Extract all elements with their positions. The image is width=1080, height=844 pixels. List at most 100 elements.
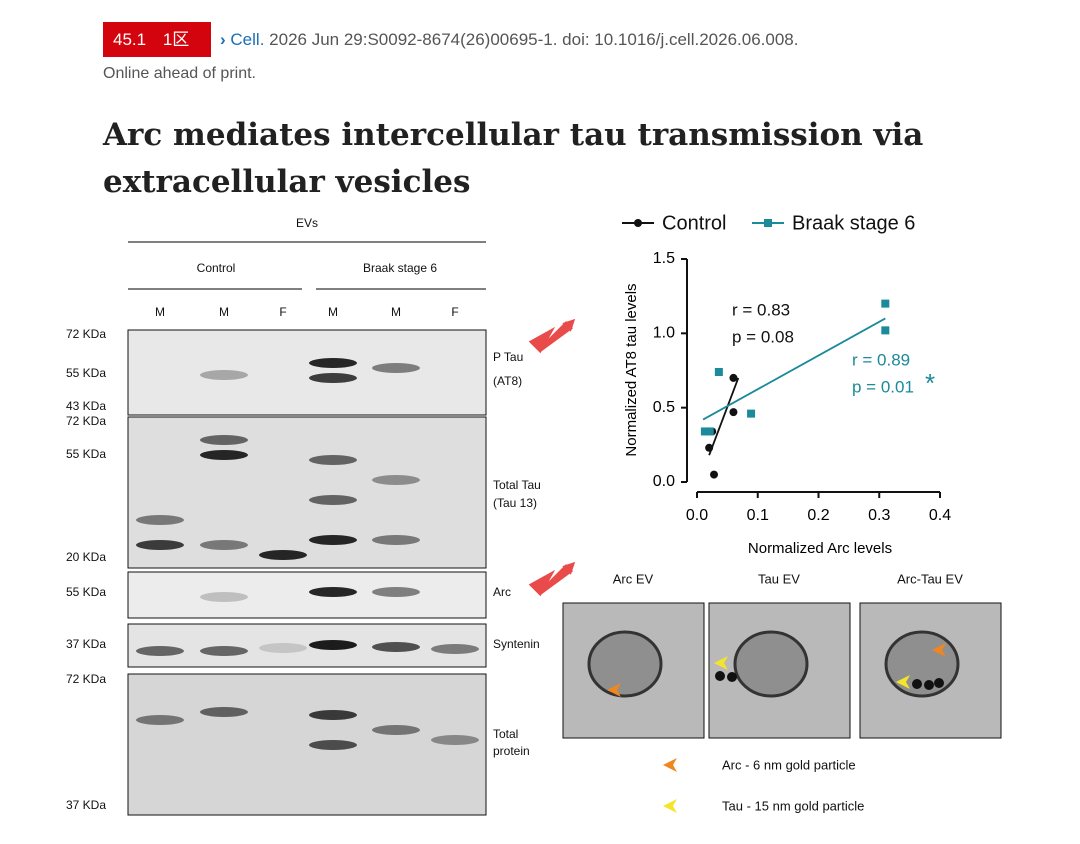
blot-panel [127, 329, 487, 416]
x-tick-label: 0.4 [929, 507, 951, 524]
blot-band [136, 646, 184, 656]
annotation: p = 0.08 [732, 327, 794, 346]
blot-band [309, 710, 357, 720]
blot-band [372, 475, 420, 485]
marker-label: 37 KDa [66, 637, 106, 651]
blot-panel [127, 623, 487, 668]
blot-band [309, 358, 357, 368]
x-tick-label: 0.1 [747, 507, 769, 524]
group-label: Control [197, 261, 236, 275]
gold-particle [934, 678, 944, 688]
row-label: (Tau 13) [493, 496, 537, 510]
legend-text: Tau - 15 nm gold particle [722, 798, 864, 813]
y-tick-label: 0.0 [653, 473, 675, 490]
blot-band [136, 515, 184, 525]
marker-label: 72 KDa [66, 327, 106, 341]
citation-line: › Cell. 2026 Jun 29:S0092-8674(26)00695-… [220, 30, 798, 50]
lane-label: M [155, 305, 165, 319]
blot-band [431, 644, 479, 654]
blot-band [309, 640, 357, 650]
lane-label: F [279, 305, 286, 319]
blot-band [200, 370, 248, 380]
citation: 2026 Jun 29:S0092-8674(26)00695-1. doi: … [269, 30, 799, 49]
article-title: Arc mediates intercellular tau transmiss… [103, 117, 924, 200]
tau-arrow [896, 675, 910, 689]
blot-band [200, 435, 248, 445]
vesicle [587, 630, 663, 698]
blot-band [309, 587, 357, 597]
blot-panel [127, 416, 487, 569]
marker-label: 43 KDa [66, 399, 106, 413]
blot-band [200, 450, 248, 460]
red-arrow [528, 318, 576, 354]
point [881, 326, 890, 335]
gold-particle [912, 679, 922, 689]
gold-particle [727, 672, 737, 682]
marker-label: 55 KDa [66, 366, 106, 380]
point [729, 408, 738, 417]
y-tick-label: 1.0 [653, 325, 675, 342]
blot-panel [127, 571, 487, 619]
status: Online ahead of print. [103, 65, 256, 82]
impact: 45.1 [113, 30, 147, 49]
marker-label: 72 KDa [66, 414, 106, 428]
annotation: * [925, 368, 935, 398]
row-label: Arc [493, 585, 511, 599]
y-tick-label: 0.5 [653, 399, 675, 416]
panel-title: Arc EV [613, 571, 654, 586]
badge: 45.1 1区 [103, 22, 211, 57]
point [700, 427, 709, 436]
annotation: p = 0.01 [852, 377, 914, 396]
blot-band [259, 550, 307, 560]
chevron: › [220, 30, 226, 49]
journal[interactable]: Cell. [230, 30, 265, 49]
arc-arrow [607, 683, 621, 697]
annotation: r = 0.89 [852, 350, 910, 369]
x-tick-label: 0.2 [807, 507, 829, 524]
point [881, 299, 890, 308]
blot-band [200, 540, 248, 550]
blot-band [372, 363, 420, 373]
legend-label: Control [662, 212, 726, 234]
y-tick-label: 1.5 [653, 250, 675, 267]
row-label: Total [493, 727, 518, 741]
marker-label: 37 KDa [66, 798, 106, 812]
lane-label: M [219, 305, 229, 319]
point [710, 470, 719, 479]
red-arrow [528, 561, 576, 597]
legend-arrow [663, 799, 677, 813]
lane-label: M [391, 305, 401, 319]
fit-line [702, 317, 886, 421]
blot-band [431, 735, 479, 745]
zone: 1区 [162, 30, 190, 49]
x-axis-label: Normalized Arc levels [748, 540, 892, 557]
blot-band [372, 535, 420, 545]
blot-band [200, 592, 248, 602]
legend-marker [764, 219, 772, 227]
gold-particle [715, 671, 725, 681]
x-tick-label: 0.0 [686, 507, 708, 524]
gold-particle [924, 680, 934, 690]
point [714, 367, 723, 376]
marker-label: 72 KDa [66, 672, 106, 686]
row-label: (AT8) [493, 374, 522, 388]
y-axis-label: Normalized AT8 tau levels [623, 283, 640, 456]
panel-title: Tau EV [758, 571, 800, 586]
point [705, 443, 714, 452]
row-label: Syntenin [493, 637, 540, 651]
marker-label: 55 KDa [66, 447, 106, 461]
legend-arrow [663, 758, 677, 772]
row-label: protein [493, 744, 530, 758]
vesicle [733, 630, 809, 698]
blot-band [372, 642, 420, 652]
panel-title: Arc-Tau EV [897, 571, 963, 586]
point [705, 427, 714, 436]
blot-band [309, 535, 357, 545]
legend-label: Braak stage 6 [792, 212, 915, 234]
lane-label: M [328, 305, 338, 319]
blot-band [309, 740, 357, 750]
group-label: Braak stage 6 [363, 261, 437, 275]
group-label: EVs [296, 216, 318, 230]
